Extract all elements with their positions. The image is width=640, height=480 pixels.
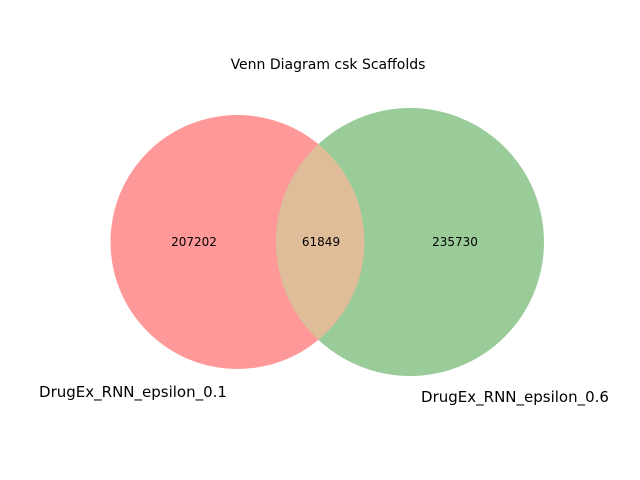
- intersection-count: 61849: [302, 235, 340, 249]
- set-b-label: DrugEx_RNN_epsilon_0.6: [421, 388, 609, 407]
- intersection-region: [276, 115, 365, 369]
- set-a-label: DrugEx_RNN_epsilon_0.1: [39, 383, 227, 402]
- set-b-only-count: 235730: [432, 235, 478, 249]
- set-a-only-count: 207202: [171, 235, 217, 249]
- chart-title: Venn Diagram csk Scaffolds: [231, 57, 426, 73]
